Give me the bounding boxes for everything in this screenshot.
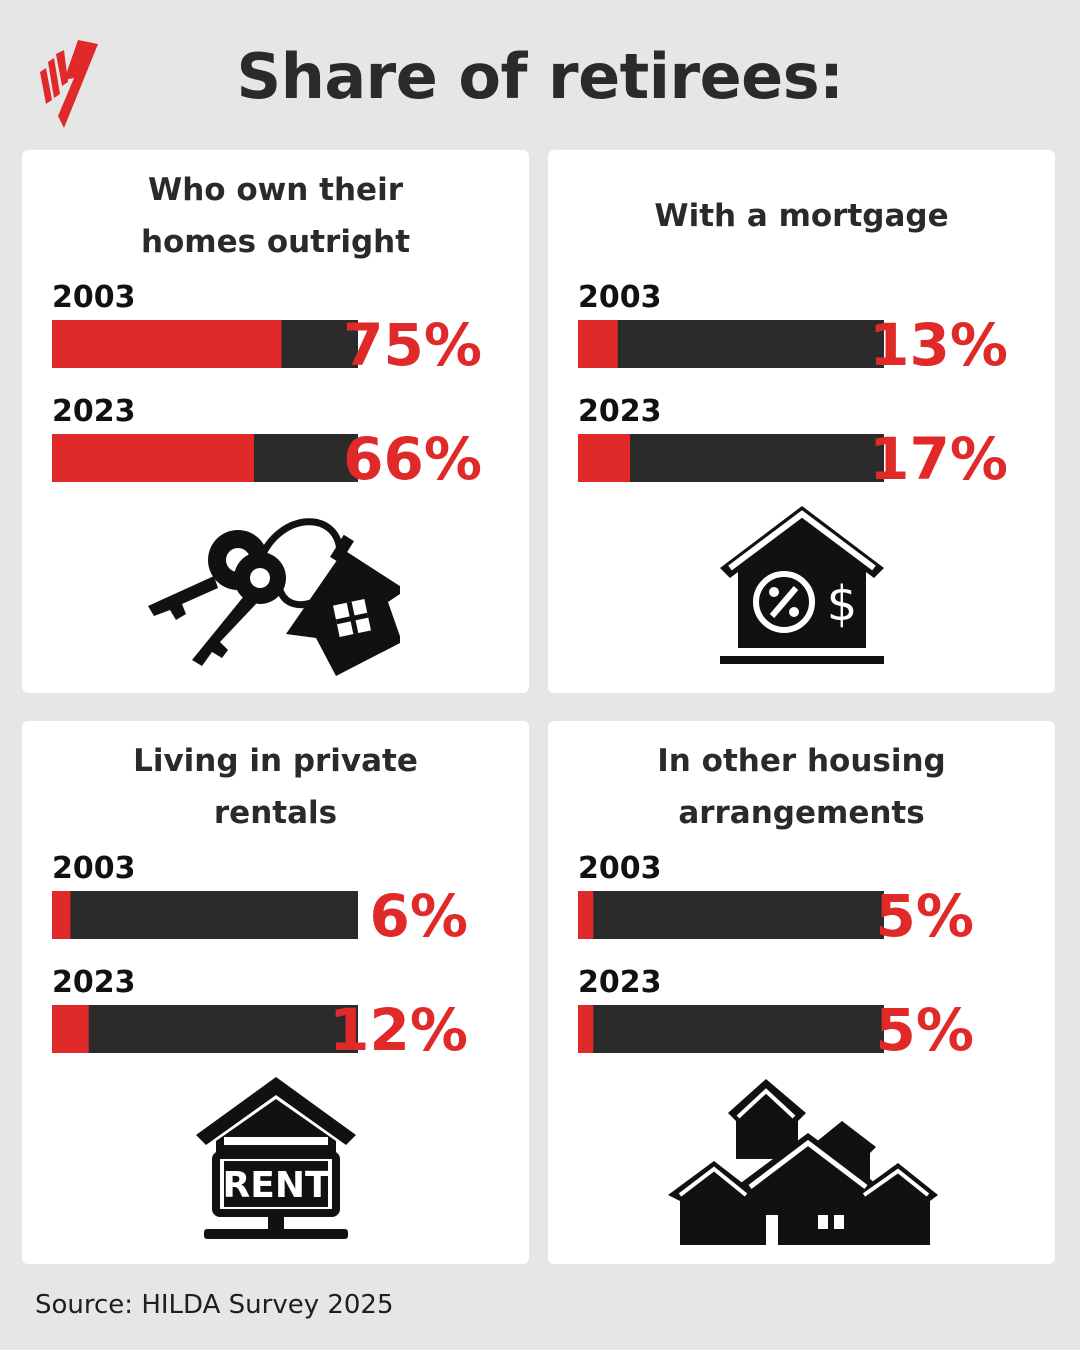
year-label: 2023 [578, 394, 662, 429]
bar-fill [578, 320, 618, 368]
sbs-logo-icon [40, 40, 98, 128]
house-cluster-icon [668, 1079, 938, 1245]
chart-title: In other housing arrangements [657, 743, 946, 831]
bar-chart: 2003 6% 2023 12% [52, 851, 468, 1064]
year-label: 2003 [578, 851, 662, 886]
year-label: 2003 [52, 280, 136, 315]
value-label: 75% [343, 311, 482, 379]
bar-chart: 2003 13% 2023 17% [578, 280, 1008, 493]
bar-fill [578, 1005, 594, 1053]
chart-title: With a mortgage [654, 198, 949, 234]
year-label: 2003 [52, 851, 136, 886]
keys-house-icon [148, 518, 400, 676]
chart-panel-other-arrangements: In other housing arrangements 2003 5% 2023… [548, 721, 1055, 1264]
bar-track [578, 320, 884, 368]
year-label: 2023 [52, 394, 136, 429]
year-label: 2023 [52, 965, 136, 1000]
rent-sign-house-icon: RENT [196, 1077, 356, 1239]
bar-chart: 2003 75% 2023 66% [52, 280, 482, 493]
value-label: 6% [370, 882, 468, 950]
bar-fill [578, 891, 594, 939]
year-label: 2003 [578, 280, 662, 315]
chart-title: Living in private rentals [133, 743, 418, 831]
bar-fill [52, 320, 282, 368]
svg-text:RENT: RENT [223, 1165, 330, 1206]
bar-fill [52, 1005, 89, 1053]
bar-fill [52, 891, 71, 939]
bar-track [578, 1005, 884, 1053]
value-label: 17% [869, 425, 1008, 493]
value-label: 66% [343, 425, 482, 493]
year-label: 2023 [578, 965, 662, 1000]
value-label: 13% [869, 311, 1008, 379]
svg-text:$: $ [827, 576, 858, 632]
value-label: 5% [876, 996, 974, 1064]
bar-fill [578, 434, 631, 482]
bar-track [578, 891, 884, 939]
bar-chart: 2003 5% 2023 5% [578, 851, 974, 1064]
mortgage-house-icon: $ [720, 506, 884, 664]
chart-title: Who own their homes outright [140, 172, 411, 260]
value-label: 5% [876, 882, 974, 950]
chart-panel-mortgage: With a mortgage 2003 13% 2023 17% $ [548, 150, 1055, 693]
chart-panel-owned-outright: Who own their homes outright 2003 75% 2023… [22, 150, 529, 693]
source-note: Source: HILDA Survey 2025 [35, 1290, 394, 1320]
bar-fill [52, 434, 254, 482]
bar-track [52, 891, 358, 939]
bar-track [52, 1005, 358, 1053]
chart-panel-private-rentals: Living in private rentals 2003 6% 2023 12% … [22, 721, 529, 1264]
page-title: Share of retirees: [236, 40, 844, 113]
value-label: 12% [329, 996, 468, 1064]
